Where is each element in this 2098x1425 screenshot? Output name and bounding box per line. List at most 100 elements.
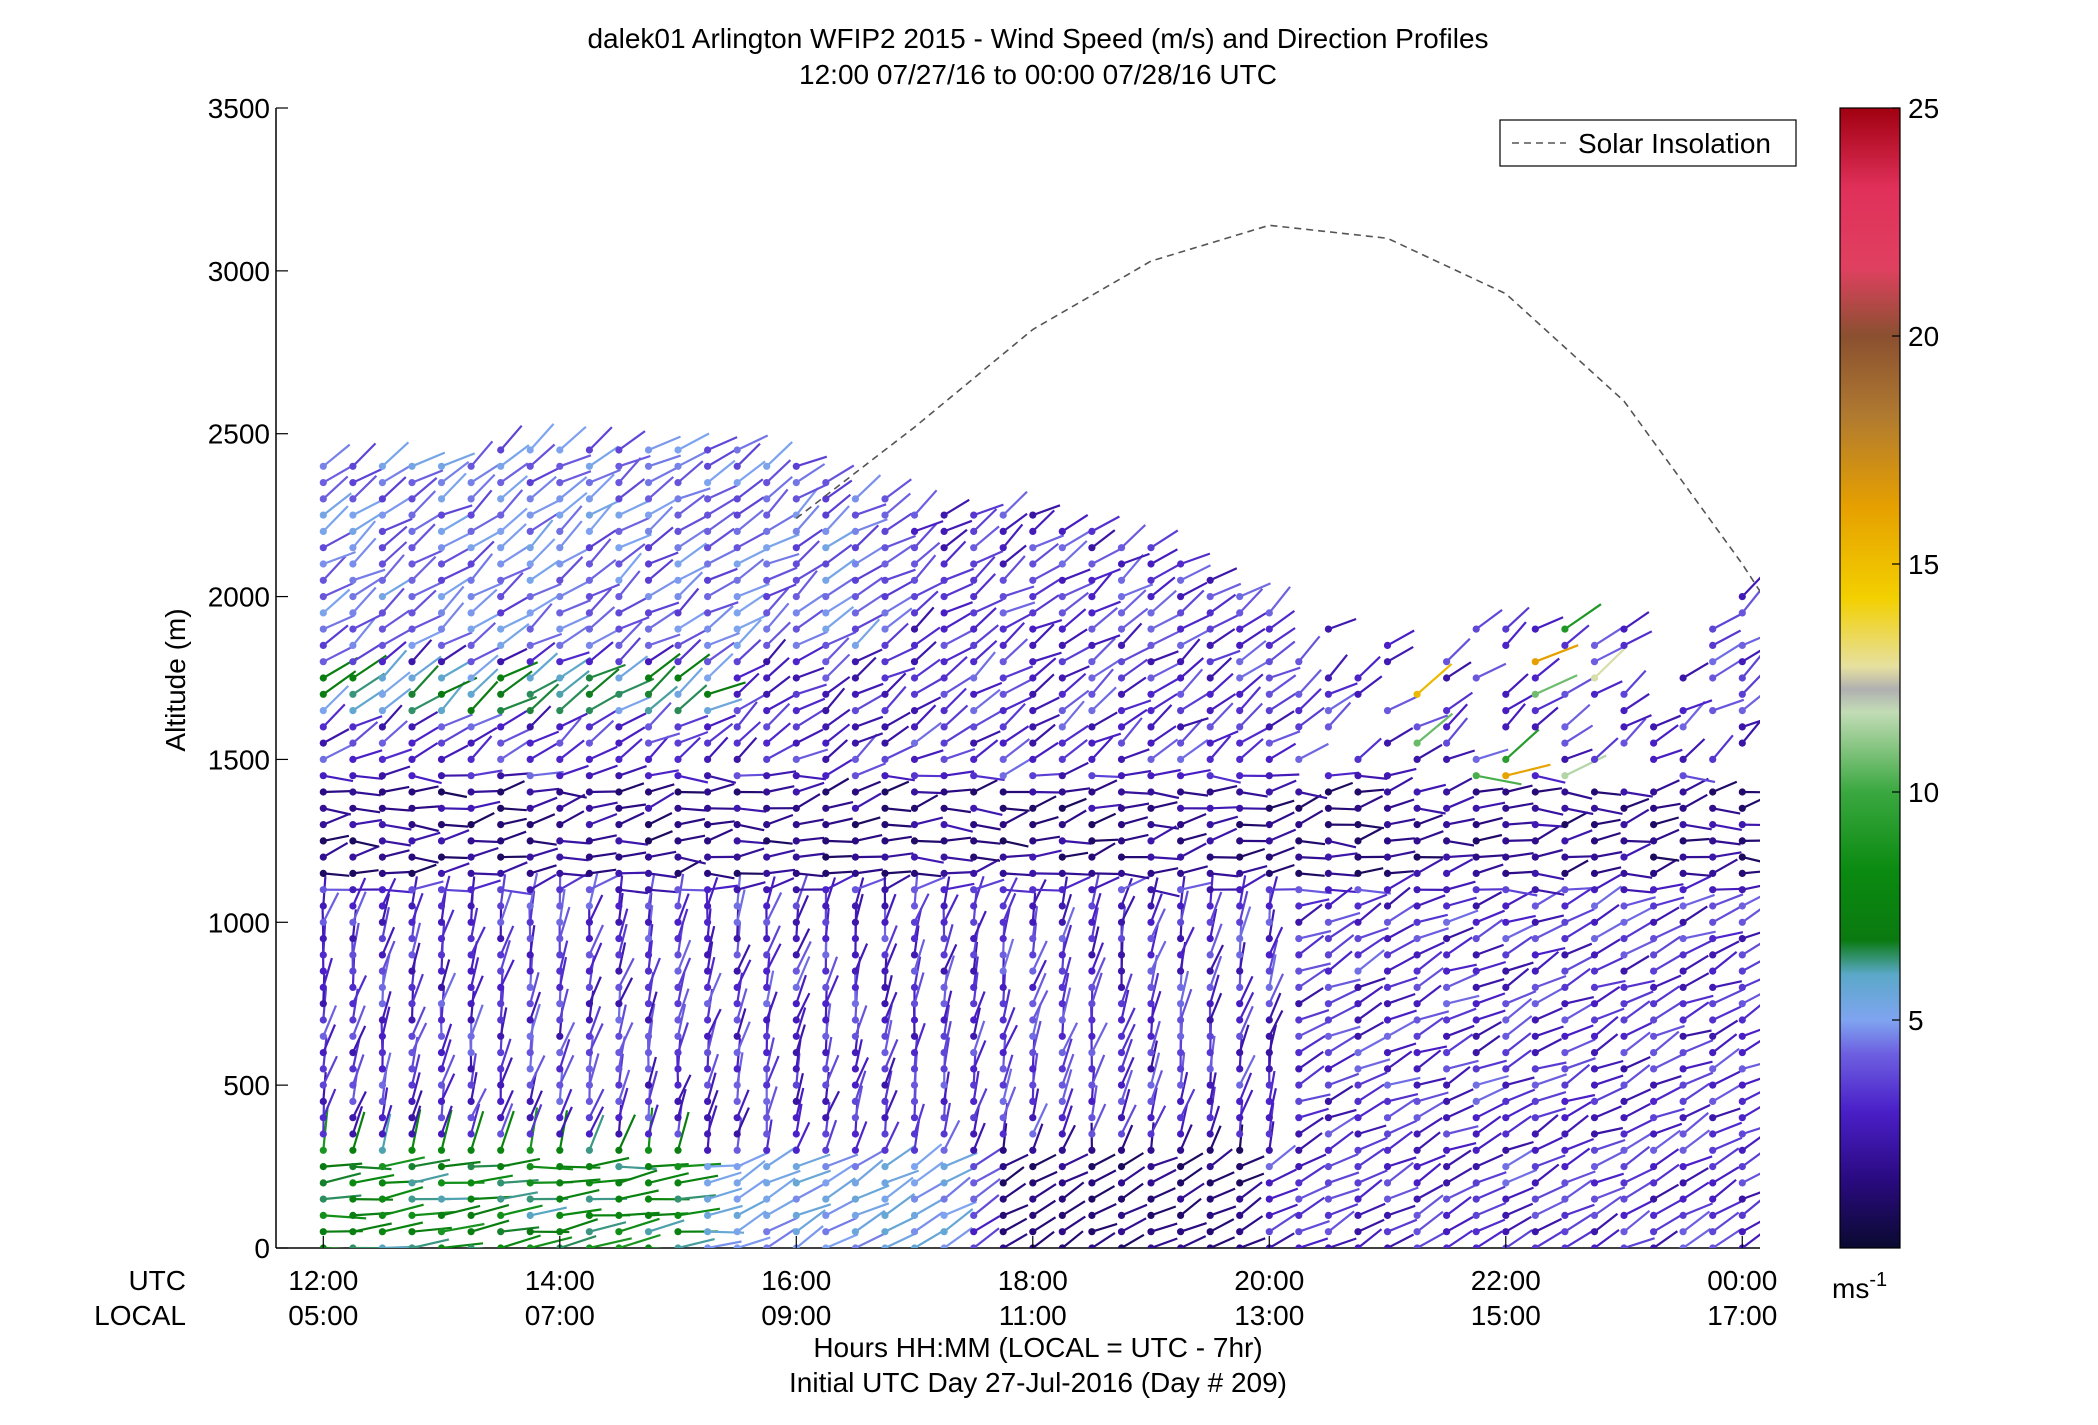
wind-barb <box>1091 637 1116 663</box>
wind-barb-dot <box>822 593 830 601</box>
wind-barb-dot <box>1413 951 1421 959</box>
wind-barb-dot <box>1413 1081 1421 1089</box>
wind-barb-dot <box>970 1195 978 1203</box>
wind-barb <box>588 745 618 761</box>
wind-barb-dot <box>1324 1049 1332 1057</box>
wind-barb-dot <box>1177 772 1185 780</box>
wind-barb-dot <box>1472 1244 1480 1248</box>
wind-barb <box>677 736 701 761</box>
wind-barb <box>943 955 955 988</box>
wind-barb <box>1061 540 1088 565</box>
wind-barb-dot <box>881 1032 889 1040</box>
wind-barb-dot <box>1679 1211 1687 1219</box>
wind-barb-dot <box>1472 1130 1480 1138</box>
wind-barb <box>1180 692 1209 712</box>
wind-barb-dot <box>585 902 594 910</box>
wind-barb <box>766 533 800 549</box>
wind-barb-dot <box>881 560 889 568</box>
wind-barb-dot <box>851 495 860 503</box>
wind-barb-dot <box>1177 1114 1185 1122</box>
wind-barb-dot <box>644 641 653 650</box>
wind-barb <box>1741 1136 1760 1152</box>
wind-barb <box>1416 1131 1441 1152</box>
wind-barb-dot <box>585 837 594 845</box>
wind-barb <box>825 758 853 777</box>
wind-barb-dot <box>349 1146 357 1154</box>
wind-barb-dot <box>408 462 416 470</box>
wind-barb-dot <box>910 1065 919 1073</box>
wind-barb-dot <box>822 495 830 503</box>
wind-barb-dot <box>881 837 889 845</box>
wind-barb <box>1446 817 1475 826</box>
wind-barb <box>706 736 729 761</box>
wind-barb-dot <box>970 593 978 601</box>
wind-barb <box>825 1153 859 1168</box>
wind-barb <box>1002 512 1028 533</box>
wind-barb <box>736 582 770 598</box>
wind-barb <box>1032 504 1061 517</box>
wind-barb-dot <box>585 1016 594 1024</box>
wind-barb-dot <box>1383 1179 1392 1187</box>
wind-barb <box>1357 1083 1385 1103</box>
wind-barb <box>795 1169 831 1184</box>
wind-barb-dot <box>1620 1146 1628 1154</box>
wind-barb <box>381 940 396 972</box>
wind-barb <box>1091 529 1116 549</box>
wind-barb-dot <box>792 1163 800 1171</box>
wind-barb <box>588 445 620 468</box>
wind-barb <box>1209 815 1239 826</box>
wind-barb-dot <box>615 739 623 747</box>
wind-barb-dot <box>526 1016 534 1024</box>
wind-barb <box>1238 1024 1250 1053</box>
wind-barb <box>411 726 439 745</box>
wind-barb <box>1534 1091 1567 1103</box>
wind-barb <box>559 790 587 799</box>
wind-barb <box>647 652 681 679</box>
wind-barb-dot <box>1147 544 1155 552</box>
wind-barb-dot <box>1265 723 1273 731</box>
wind-barb <box>440 512 473 533</box>
wind-barb-dot <box>940 1016 948 1024</box>
wind-barb <box>1149 893 1163 923</box>
wind-barb-dot <box>674 723 682 731</box>
wind-barb <box>1357 823 1385 830</box>
wind-barb-dot <box>437 853 446 861</box>
wind-barb-dot <box>615 886 623 894</box>
wind-barb <box>1623 888 1654 894</box>
wind-barb-dot <box>733 674 741 682</box>
wind-barb-dot <box>349 544 357 552</box>
wind-barb-dot <box>1679 1065 1687 1073</box>
wind-barb <box>381 1006 391 1037</box>
wind-barb <box>558 505 583 533</box>
wind-barb <box>1594 1172 1625 1184</box>
wind-barb-dot <box>1738 739 1746 747</box>
wind-barb <box>529 873 557 891</box>
wind-barb-dot <box>556 511 564 519</box>
wind-barb-dot <box>1620 1130 1628 1138</box>
wind-barb <box>1594 1138 1626 1152</box>
wind-barb <box>470 668 499 696</box>
wind-barb-dot <box>1738 886 1746 894</box>
wind-barb-dot <box>1620 1228 1628 1236</box>
wind-barb-dot <box>408 1163 416 1171</box>
wind-barb-dot <box>999 1195 1007 1203</box>
wind-barb-dot <box>378 479 386 487</box>
wind-barb <box>1091 1222 1118 1233</box>
wind-barb <box>1653 883 1684 891</box>
wind-barb <box>1002 892 1017 923</box>
wind-barb <box>1594 790 1622 796</box>
wind-barb <box>1150 704 1173 728</box>
wind-barb <box>1062 851 1089 859</box>
wind-barb <box>825 708 851 728</box>
wind-barb-dot <box>733 1228 741 1236</box>
wind-barb <box>589 868 617 875</box>
wind-barb-dot <box>763 1163 771 1171</box>
wind-barb <box>766 694 795 712</box>
wind-barb <box>884 544 914 565</box>
wind-barb <box>914 872 942 878</box>
wind-barb <box>1032 594 1060 614</box>
wind-barb-dot <box>467 755 475 764</box>
wind-barb <box>1535 787 1563 794</box>
wind-barb <box>1593 1033 1619 1054</box>
wind-barb <box>1120 1104 1137 1135</box>
